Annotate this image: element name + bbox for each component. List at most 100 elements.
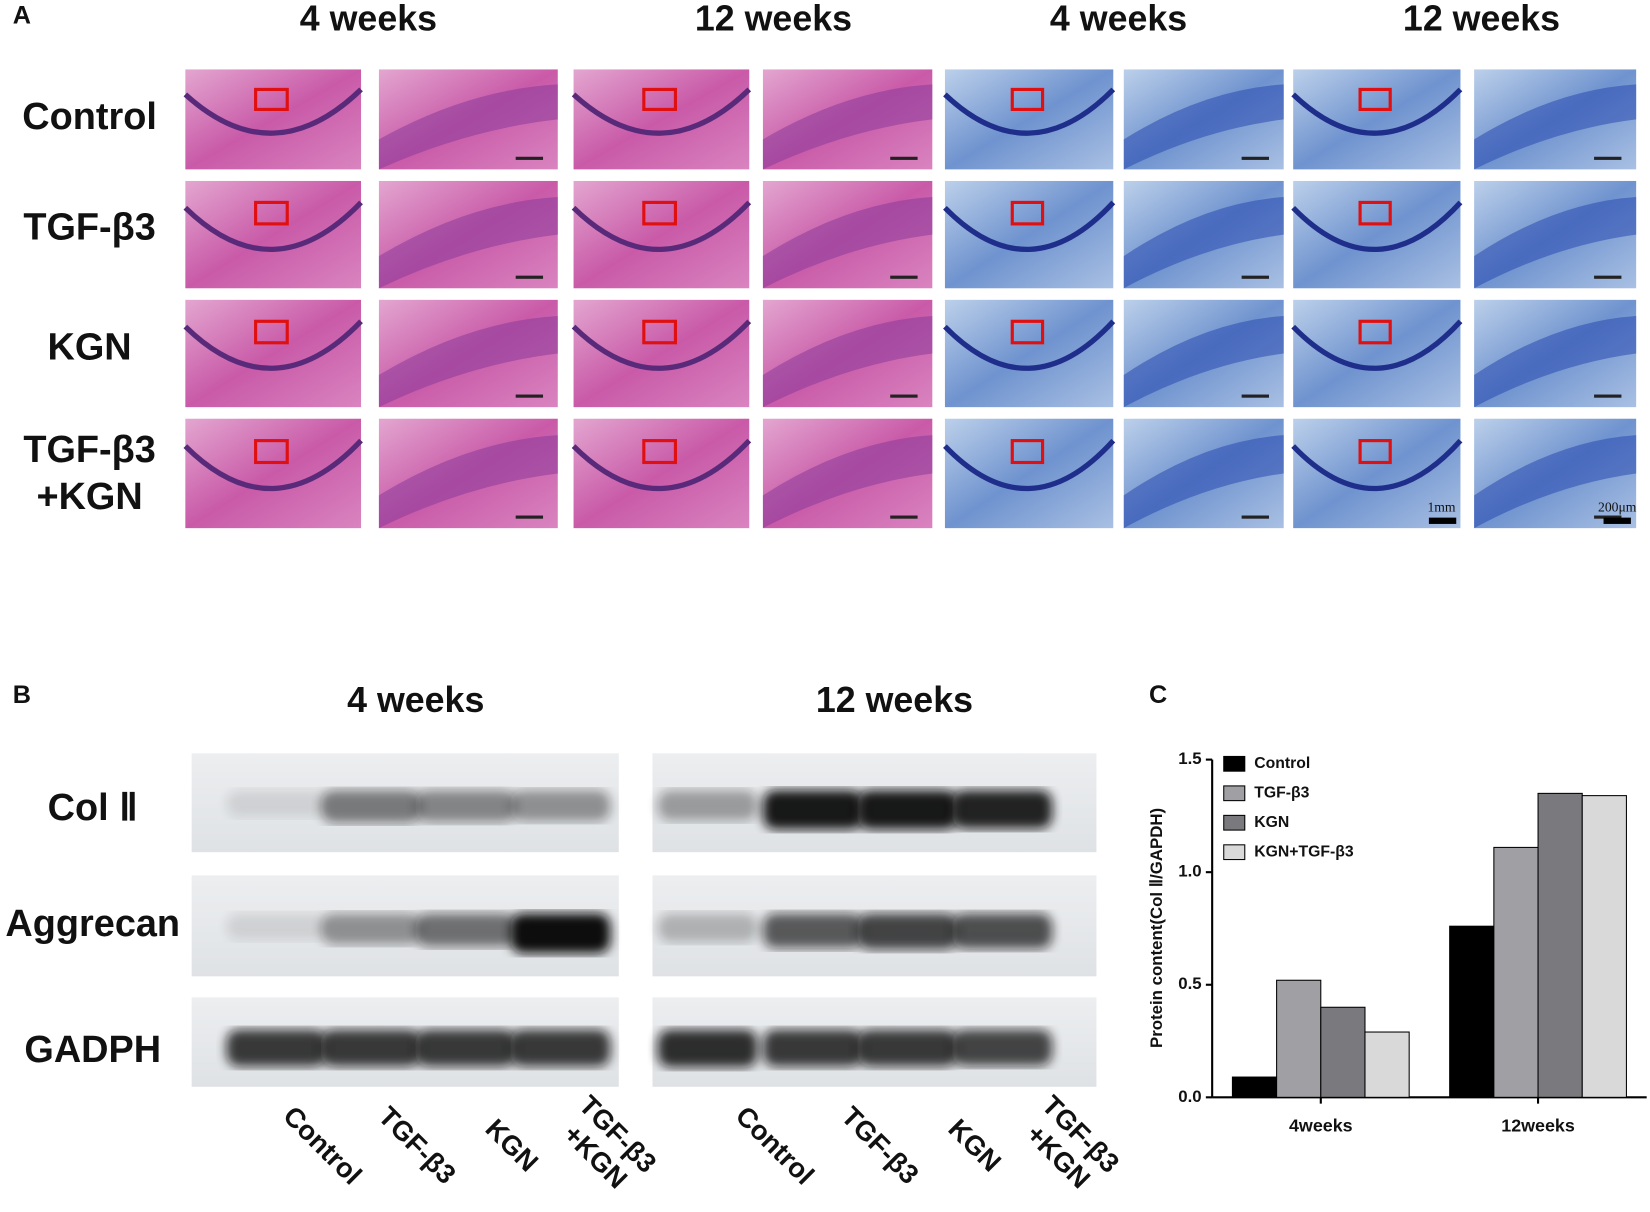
blot-band bbox=[657, 913, 758, 943]
scale-bar bbox=[890, 156, 918, 160]
histology-image bbox=[1293, 69, 1461, 170]
bar bbox=[1537, 792, 1583, 1098]
x-tick-label: 4weeks bbox=[1289, 1116, 1353, 1136]
histology-image bbox=[185, 180, 362, 289]
row-label: TGF-β3 bbox=[23, 206, 155, 248]
scale-bar bbox=[1594, 394, 1622, 398]
tissue-outline bbox=[183, 438, 363, 492]
scale-bar bbox=[1594, 156, 1622, 160]
tissue-band bbox=[762, 197, 933, 289]
tissue-outline bbox=[571, 438, 752, 492]
histology-image bbox=[944, 418, 1114, 529]
scale-bar bbox=[1241, 156, 1269, 160]
tissue-outline bbox=[571, 200, 752, 252]
legend-label: KGN+TGF-β3 bbox=[1254, 843, 1354, 860]
scale-bar bbox=[890, 275, 918, 279]
blot-band bbox=[510, 1029, 611, 1067]
tissue-outline bbox=[183, 87, 363, 136]
y-axis-label: Protein content(Col Ⅱ/GAPDH) bbox=[1147, 808, 1166, 1048]
scale-bar bbox=[515, 515, 544, 519]
tissue-band bbox=[1123, 197, 1284, 289]
blot-band bbox=[762, 1029, 863, 1067]
blot-band bbox=[762, 913, 863, 949]
blot-band bbox=[857, 790, 958, 830]
blot-band bbox=[415, 790, 516, 822]
blot-band bbox=[857, 913, 958, 950]
tissue-band bbox=[1123, 435, 1284, 529]
lane-label: TGF-β3 bbox=[835, 1100, 925, 1190]
scale-bar bbox=[515, 394, 544, 398]
blot-band bbox=[857, 1029, 958, 1067]
blot-band bbox=[510, 790, 611, 822]
tissue-band bbox=[1474, 315, 1637, 408]
tissue-band bbox=[1123, 315, 1284, 408]
column-header: 4 weeks bbox=[1050, 0, 1187, 38]
blot-band bbox=[226, 913, 327, 940]
tissue-outline bbox=[1291, 87, 1463, 136]
tissue-band bbox=[762, 315, 933, 408]
scale-bar bbox=[1241, 394, 1269, 398]
region-box bbox=[254, 87, 289, 111]
row-label: Col Ⅱ bbox=[48, 787, 138, 829]
bar bbox=[1231, 1076, 1278, 1098]
legend-swatch bbox=[1223, 814, 1246, 831]
region-box bbox=[642, 200, 678, 226]
row-label: TGF-β3 bbox=[23, 429, 155, 471]
bar bbox=[1320, 1006, 1366, 1098]
blot-band bbox=[226, 790, 327, 817]
histology-image bbox=[573, 180, 750, 289]
panel-label: C bbox=[1149, 681, 1167, 709]
region-box bbox=[642, 439, 678, 465]
blot-band bbox=[226, 1029, 327, 1067]
x-tick-label: 12weeks bbox=[1501, 1116, 1575, 1136]
scale-bar bbox=[1241, 515, 1269, 519]
legend-label: KGN bbox=[1254, 814, 1289, 831]
y-tick-label: 1.5 bbox=[1178, 749, 1201, 768]
tissue-band bbox=[1474, 435, 1637, 529]
blot-band bbox=[657, 1029, 758, 1068]
row-label: GADPH bbox=[24, 1029, 161, 1071]
tissue-band bbox=[378, 197, 558, 289]
histology-image bbox=[185, 418, 362, 529]
column-header: 12 weeks bbox=[695, 0, 852, 38]
group-header: 12 weeks bbox=[816, 680, 973, 720]
histology-image bbox=[944, 180, 1114, 289]
blot-band bbox=[952, 790, 1053, 829]
histology-image bbox=[573, 418, 750, 529]
histology-image bbox=[1293, 180, 1461, 289]
region-box bbox=[642, 87, 678, 111]
tissue-band bbox=[378, 435, 558, 529]
tissue-outline bbox=[1291, 438, 1463, 492]
bar bbox=[1493, 846, 1539, 1098]
panel-label: B bbox=[13, 681, 31, 709]
tissue-outline bbox=[943, 438, 1116, 492]
blot-band bbox=[657, 790, 758, 821]
region-box bbox=[1358, 319, 1392, 345]
region-box bbox=[1358, 439, 1392, 465]
tissue-outline bbox=[571, 319, 752, 371]
tissue-outline bbox=[943, 87, 1116, 136]
legend-swatch bbox=[1223, 844, 1246, 861]
y-tick-label: 0.0 bbox=[1178, 1087, 1201, 1106]
row-label: +KGN bbox=[36, 476, 142, 518]
blot-band bbox=[952, 1029, 1053, 1066]
legend-swatch bbox=[1223, 785, 1246, 802]
lane-label: Control bbox=[730, 1100, 821, 1191]
legend-label: Control bbox=[1254, 755, 1310, 772]
tissue-band bbox=[762, 435, 933, 529]
histology-image bbox=[1293, 418, 1461, 529]
histology-image bbox=[185, 299, 362, 408]
scale-label: 1mm bbox=[1427, 499, 1455, 514]
column-header: 4 weeks bbox=[300, 0, 437, 38]
scale-bar bbox=[1241, 275, 1269, 279]
histology-image bbox=[573, 299, 750, 408]
histology-image bbox=[1293, 299, 1461, 408]
scale-bar bbox=[1594, 275, 1622, 279]
scale-bar bbox=[515, 156, 544, 160]
legend-swatch bbox=[1223, 755, 1246, 772]
bar bbox=[1581, 795, 1627, 1098]
row-label: Control bbox=[22, 96, 157, 138]
region-box bbox=[254, 200, 289, 226]
blot-band bbox=[321, 1029, 421, 1067]
